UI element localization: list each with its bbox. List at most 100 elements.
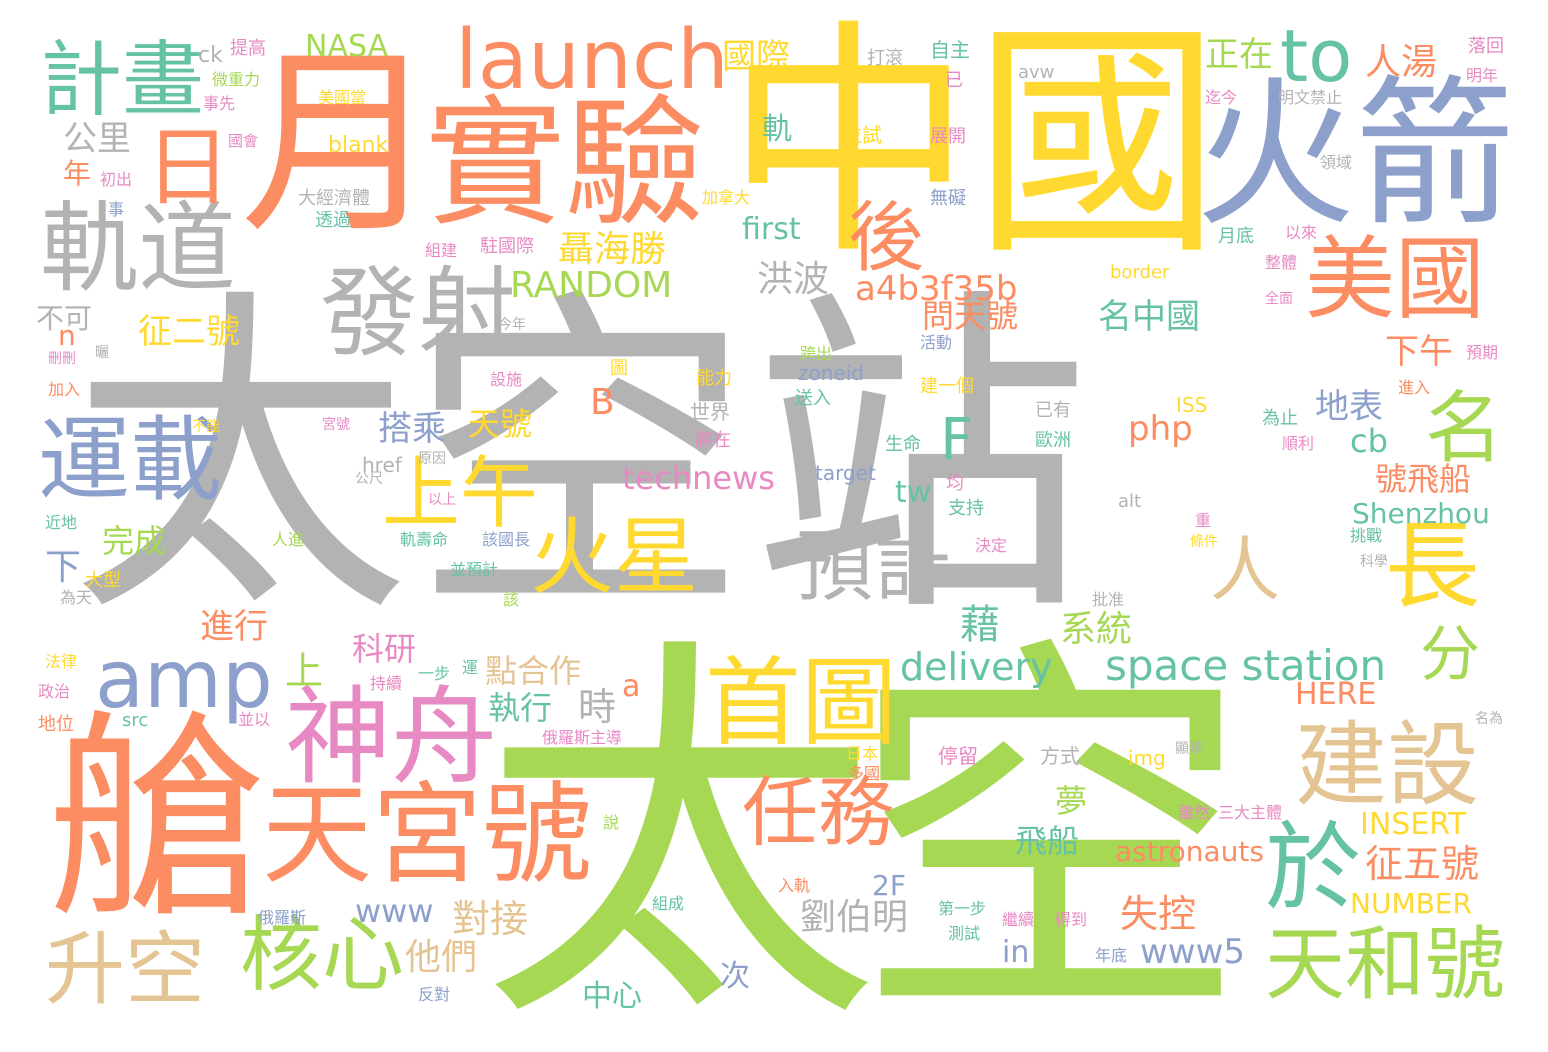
word: 為止: [1262, 408, 1298, 429]
word: target: [815, 461, 876, 485]
word: 號飛船: [1375, 460, 1472, 498]
word: 原因: [418, 451, 446, 467]
word: blank: [328, 133, 389, 158]
word: 運: [462, 658, 479, 677]
word: 進行: [200, 607, 268, 647]
word: F: [940, 405, 974, 473]
word: 問天號: [922, 297, 1019, 335]
word: ISS: [1176, 393, 1208, 417]
word: 一步: [418, 664, 451, 683]
word: 征二號: [138, 312, 240, 352]
word: 地表: [1315, 387, 1383, 427]
word: 軌道: [40, 192, 237, 306]
word: 自主: [930, 38, 970, 62]
word: technews: [622, 459, 775, 497]
word: 人進: [272, 530, 305, 549]
word: 為天: [60, 588, 93, 607]
word: 明文禁止: [1278, 88, 1343, 107]
word: HERE: [1295, 677, 1377, 712]
word: 首圖: [705, 647, 897, 759]
word: 太空: [480, 607, 1250, 1052]
word: 大經濟體: [298, 188, 370, 209]
word: 失控: [1120, 892, 1197, 936]
word: 征五號: [1365, 842, 1480, 886]
word: 已: [945, 70, 963, 91]
word: a4b3f35b: [855, 269, 1018, 309]
word: in: [1002, 935, 1030, 970]
word: NASA: [305, 29, 389, 64]
word: 宮號: [322, 417, 350, 433]
word: 洪波: [757, 259, 830, 300]
word: a: [622, 669, 641, 704]
word: 加入: [48, 380, 81, 399]
word: href: [362, 453, 402, 477]
word: 方式: [1040, 744, 1080, 768]
word: 並預計: [450, 560, 499, 579]
word: 發射: [320, 257, 517, 371]
word: 以來: [1285, 223, 1318, 242]
word: 中國: [725, 0, 1221, 288]
word: 完成: [102, 522, 167, 560]
word: 人湯: [1365, 42, 1438, 83]
word: 順利: [1282, 434, 1315, 453]
word: 公里: [63, 119, 131, 159]
word: 事先: [203, 94, 236, 113]
word: 下午: [1385, 332, 1453, 372]
word: delivery: [900, 645, 1053, 689]
word: 上午: [382, 449, 539, 539]
word: 聶海勝: [558, 229, 667, 270]
word: to: [1280, 14, 1353, 98]
word: 無礙: [930, 188, 966, 209]
word: NUMBER: [1350, 887, 1472, 920]
word: 中心: [582, 979, 642, 1014]
word: 人: [1210, 529, 1280, 611]
word: 組成: [652, 894, 685, 913]
word: 支持: [948, 498, 984, 519]
word: 升空: [45, 923, 205, 1016]
word: space station: [1105, 641, 1387, 690]
word: launch: [455, 13, 730, 108]
word: 多國: [848, 764, 881, 783]
word: 不可: [36, 302, 93, 335]
word: 曬: [95, 345, 109, 361]
word: 領域: [1320, 153, 1353, 172]
word: 展開: [930, 126, 966, 147]
word: 正在: [1205, 35, 1273, 75]
word: 政治: [38, 682, 71, 701]
word: 整體: [1265, 253, 1298, 272]
word: astronauts: [1115, 835, 1264, 868]
word: RANDOM: [510, 265, 673, 306]
word: 建設: [1295, 712, 1480, 819]
word: 設施: [490, 370, 523, 389]
word: 持續: [370, 674, 403, 693]
word: 雖然: [1178, 803, 1211, 822]
word: 火箭: [1195, 61, 1516, 248]
word: 年: [63, 157, 92, 190]
word: 美國當: [318, 88, 367, 107]
word: 上: [285, 649, 324, 693]
word: 搭乘: [378, 409, 446, 449]
word: php: [1128, 409, 1193, 449]
word: first: [742, 212, 801, 247]
word: 名中國: [1098, 297, 1200, 337]
word: 法律: [45, 652, 78, 671]
word: 能力: [696, 368, 732, 389]
word: 年底: [1095, 946, 1128, 965]
word: Shenzhou: [1352, 497, 1490, 530]
word: 艙: [48, 692, 269, 948]
word: src: [122, 710, 149, 731]
word: 月底: [1218, 226, 1254, 247]
word: 刪刪: [48, 351, 76, 367]
word: amp: [95, 633, 273, 726]
word: 挑戰: [1350, 526, 1383, 545]
word: 劉伯明: [800, 897, 909, 938]
word: 天宮號: [262, 771, 592, 899]
word: 核心: [240, 908, 405, 1003]
word: img: [1128, 746, 1166, 770]
word: 得到: [1055, 910, 1088, 929]
word: www: [355, 892, 434, 930]
word: 跨出: [800, 344, 833, 363]
word: 天和號: [1265, 918, 1505, 1011]
word: 測試: [948, 924, 981, 943]
